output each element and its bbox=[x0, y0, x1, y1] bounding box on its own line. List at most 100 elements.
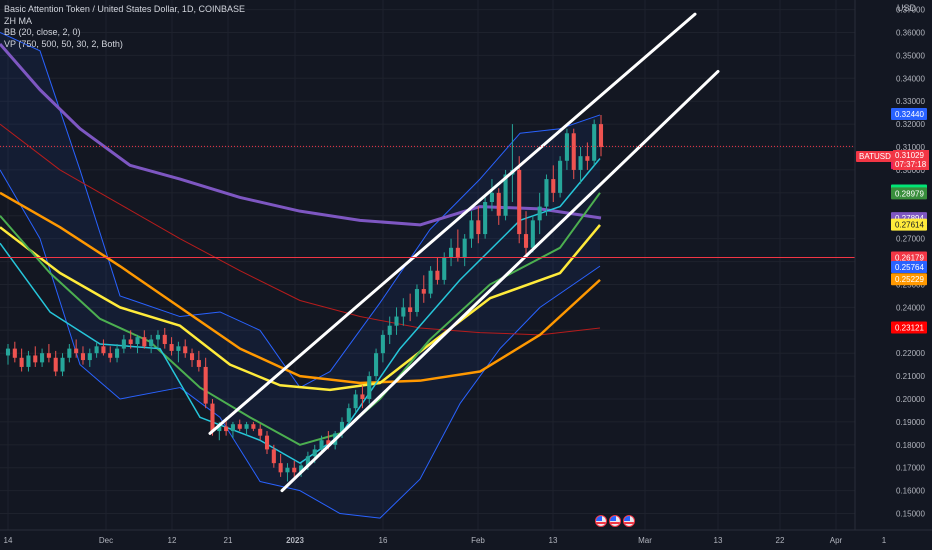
candle-body bbox=[271, 449, 276, 464]
candle-body bbox=[305, 456, 310, 466]
candle-body bbox=[292, 467, 297, 473]
candle-body bbox=[401, 307, 406, 317]
candle-body bbox=[374, 353, 379, 377]
candle-body bbox=[258, 428, 263, 436]
candle-body bbox=[544, 179, 549, 207]
us-flag-icon[interactable] bbox=[595, 515, 607, 527]
us-flag-icon[interactable] bbox=[609, 515, 621, 527]
candle-body bbox=[94, 346, 99, 354]
y-tick-label: 0.30000 bbox=[896, 166, 925, 175]
candle-body bbox=[217, 426, 222, 432]
candle-body bbox=[5, 348, 11, 356]
y-tick-label: 0.16000 bbox=[896, 487, 925, 496]
channel-upper-line bbox=[208, 12, 697, 435]
candle-body bbox=[496, 192, 501, 216]
y-tick-label: 0.31000 bbox=[896, 143, 925, 152]
price-tag bbox=[891, 273, 927, 286]
candle-body bbox=[278, 463, 283, 473]
currency-label[interactable]: USD bbox=[896, 3, 916, 13]
y-tick-label: 0.35000 bbox=[896, 51, 925, 60]
candle-body bbox=[408, 307, 413, 312]
time-axis: 14 Dec 12 21 2023 16 Feb 13 Mar 13 22 Apr 1 bbox=[0, 529, 932, 550]
candle-body bbox=[571, 133, 576, 170]
y-tick-label: 0.19000 bbox=[896, 418, 925, 427]
candle-body bbox=[115, 348, 120, 358]
candle-body bbox=[74, 348, 79, 354]
channel-lower-line bbox=[280, 69, 720, 493]
candle-body bbox=[60, 357, 65, 372]
candle-body bbox=[435, 270, 440, 280]
candle-body bbox=[285, 467, 290, 473]
price-tag-label: 0.27614 bbox=[895, 221, 924, 230]
y-tick-label: 0.18000 bbox=[896, 441, 925, 450]
candle-body bbox=[108, 353, 113, 358]
candle-body bbox=[598, 124, 604, 148]
candle-body bbox=[551, 179, 556, 193]
candle-body bbox=[46, 353, 51, 358]
candle-body bbox=[87, 353, 92, 361]
candle-body bbox=[67, 348, 72, 358]
candle-body bbox=[523, 234, 529, 248]
y-tick-label: 0.21000 bbox=[896, 372, 925, 381]
candle-body bbox=[394, 316, 399, 326]
indicator-bb[interactable]: BB (20, close, 2, 0) bbox=[4, 27, 81, 37]
x-tick-label: 13 bbox=[549, 536, 558, 545]
candle-body bbox=[162, 334, 167, 345]
candle-body bbox=[128, 339, 133, 345]
y-tick-label: 0.15000 bbox=[896, 510, 925, 519]
price-tag-label: 0.32440 bbox=[895, 110, 924, 119]
candle-body bbox=[367, 376, 372, 400]
candle-body bbox=[155, 334, 160, 340]
chart-title: Basic Attention Token / United States Do… bbox=[4, 4, 245, 14]
x-tick-label: Feb bbox=[471, 536, 485, 545]
y-tick-label: 0.27000 bbox=[896, 235, 925, 244]
candle-body bbox=[353, 394, 358, 409]
candle-body bbox=[530, 220, 535, 248]
candle-body bbox=[585, 156, 590, 161]
candle-body bbox=[387, 325, 392, 335]
candle-body bbox=[33, 355, 38, 363]
indicator-zh-ma[interactable]: ZH MA bbox=[4, 15, 32, 26]
candle-body bbox=[53, 357, 58, 372]
bollinger-band-fill bbox=[0, 32, 600, 519]
ma-yellow-line bbox=[0, 224, 601, 392]
candle-body bbox=[196, 360, 201, 367]
candlesticks bbox=[5, 114, 604, 482]
candle-body bbox=[428, 270, 433, 294]
x-tick-label: Dec bbox=[99, 536, 113, 545]
candle-body bbox=[189, 353, 195, 361]
price-tag bbox=[891, 260, 927, 273]
candle-body bbox=[360, 394, 365, 400]
candle-body bbox=[142, 337, 147, 347]
candle-body bbox=[237, 424, 242, 429]
x-tick-label: 22 bbox=[776, 536, 785, 545]
candle-body bbox=[101, 346, 106, 354]
y-tick-label: 0.36000 bbox=[896, 28, 925, 37]
candle-body bbox=[449, 247, 454, 257]
indicator-vp[interactable]: VP (750, 500, 50, 30, 2, Both) bbox=[4, 38, 123, 49]
price-tag bbox=[891, 251, 927, 264]
candle-body bbox=[483, 202, 488, 235]
x-tick-label: 1 bbox=[882, 536, 887, 545]
x-tick-label: 14 bbox=[4, 536, 13, 545]
bollinger-fill bbox=[0, 32, 600, 519]
candle-body bbox=[264, 435, 270, 450]
price-tag bbox=[891, 218, 927, 231]
us-flag-icon[interactable] bbox=[623, 515, 635, 527]
event-flags bbox=[595, 515, 635, 527]
time-axis-bg bbox=[0, 530, 855, 550]
candle-body bbox=[121, 339, 126, 349]
countdown-timer: 07:37:18 bbox=[895, 160, 927, 169]
candle-body bbox=[469, 220, 474, 239]
y-tick-label: 0.17000 bbox=[896, 464, 925, 473]
price-tag-label: 0.25229 bbox=[895, 275, 924, 284]
candle-body bbox=[503, 174, 508, 216]
candle-body bbox=[26, 355, 31, 367]
price-tag-label: 0.28979 bbox=[895, 189, 924, 198]
price-axis: 0.37000 0.36000 0.35000 0.34000 0.33000 0.320… bbox=[854, 0, 932, 550]
candle-body bbox=[442, 256, 447, 280]
y-tick-label: 0.32000 bbox=[896, 120, 925, 129]
candle-body bbox=[299, 465, 304, 473]
x-tick-label: 21 bbox=[224, 536, 233, 545]
